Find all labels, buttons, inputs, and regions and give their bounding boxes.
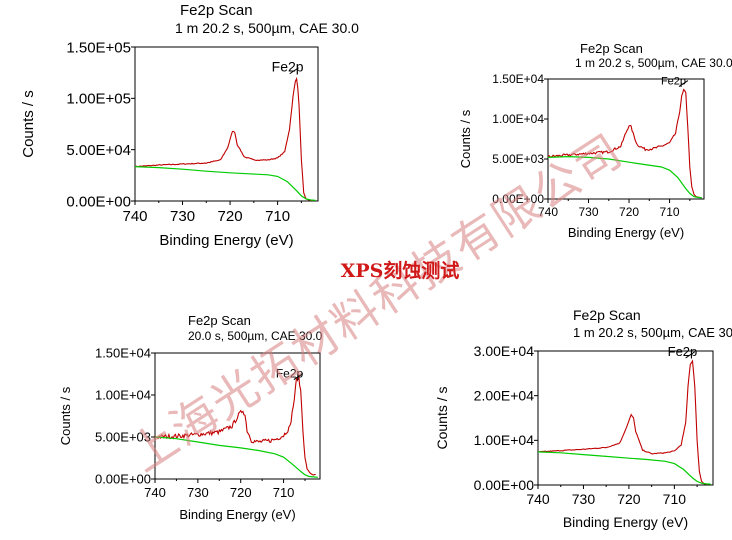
chart1-ytick-label: 1.00E+05: [66, 91, 131, 108]
chart4-xtick-label: 720: [617, 491, 641, 507]
chart3-title: Fe2p Scan: [188, 313, 251, 328]
chart2-xtick-label: 710: [660, 205, 680, 219]
chart1-spectrum-line: [134, 76, 314, 202]
chart1-ytick-label: 1.50E+05: [66, 39, 131, 56]
chart1-xtick-label: 740: [122, 208, 147, 225]
chart3-xlabel: Binding Energy (eV): [179, 507, 295, 522]
chart3-xtick-label: 720: [230, 485, 252, 500]
chart2-xtick-label: 720: [619, 205, 639, 219]
chart4-plot-frame: [537, 350, 714, 486]
chart2-xtick-label: 740: [538, 205, 558, 219]
chart2-ylabel: Counts / s: [458, 109, 473, 168]
chart3-spectrum-line: [154, 374, 316, 476]
chart4-background-line: [537, 451, 711, 485]
chart2-plot-frame: [547, 78, 705, 200]
chart1-plot-frame: [134, 46, 319, 202]
chart1-peak-marker: [289, 67, 299, 75]
chart3-xtick-label: 730: [187, 485, 209, 500]
chart1-xlabel: Binding Energy (eV): [159, 232, 293, 249]
chart3-ytick-label: 1.00E+04: [95, 388, 151, 403]
chart1-subtitle: 1 m 20.2 s, 500µm, CAE 30.0: [175, 20, 359, 36]
chart4-ytick-label: 0.00E+00: [474, 477, 535, 493]
chart1-xtick-label: 710: [265, 208, 290, 225]
chart1-ytick-label: 0.00E+00: [66, 193, 131, 210]
chart4-peak-marker: [685, 351, 695, 359]
chart4-title: Fe2p Scan: [573, 307, 641, 323]
chart3-peak-label: Fe2p: [276, 367, 304, 381]
chart2-ytick-label: 0.00E+00: [492, 192, 544, 206]
chart3-ytick-label: 1.50E+04: [95, 346, 151, 361]
chart3-ylabel: Counts / s: [58, 386, 73, 445]
chart4-ytick-label: 3.00E+04: [474, 343, 535, 359]
chart2-ytick-label: 1.00E+04: [492, 112, 544, 126]
figure-caption: XPS刻蚀测试: [340, 260, 460, 282]
chart3-ytick-label: 0.00E+00: [95, 472, 151, 487]
chart3-xtick-label: 710: [273, 485, 295, 500]
chart2-background-line: [547, 155, 703, 199]
chart3-ytick-label: 5.00E+03: [95, 430, 151, 445]
chart2-subtitle: 1 m 20.2 s, 500µm, CAE 30.0: [575, 56, 732, 70]
chart1-peak-label: Fe2p: [272, 59, 304, 75]
chart2-peak-marker: [678, 80, 689, 88]
chart4-ytick-label: 2.00E+04: [474, 388, 535, 404]
chart4-ylabel: Counts / s: [434, 386, 450, 449]
chart2-xtick-label: 730: [579, 205, 599, 219]
chart4-xtick-label: 730: [572, 491, 596, 507]
chart1-ytick-label: 5.00E+04: [66, 142, 131, 159]
chart2-spectrum-line: [547, 88, 701, 199]
chart1-title: Fe2p Scan: [180, 2, 253, 19]
chart4-xtick-label: 740: [526, 491, 550, 507]
chart4-ytick-label: 1.00E+04: [474, 432, 535, 448]
chart2-peak-label: Fe2p: [661, 76, 686, 88]
chart3-peak-marker: [293, 373, 304, 380]
chart2-ytick-label: 1.50E+04: [492, 72, 544, 86]
chart1-xtick-label: 720: [218, 208, 243, 225]
chart3-background-line: [154, 436, 318, 478]
chart3-subtitle: 20.0 s, 500µm, CAE 30.0: [188, 329, 323, 343]
chart2-ytick-label: 5.00E+03: [492, 152, 544, 166]
chart4-xtick-label: 710: [663, 491, 687, 507]
chart3-plot-frame: [154, 352, 321, 480]
chart3-xtick-label: 740: [144, 485, 166, 500]
chart1-xtick-label: 730: [170, 208, 195, 225]
chart1-ylabel: Counts / s: [20, 90, 37, 158]
chart2-xlabel: Binding Energy (eV): [568, 225, 684, 240]
chart4-subtitle: 1 m 20.2 s, 500µm, CAE 30.0: [573, 325, 732, 340]
chart4-peak-label: Fe2p: [668, 344, 698, 359]
chart4-xlabel: Binding Energy (eV): [563, 514, 688, 530]
chart1-background-line: [134, 166, 316, 201]
chart2-title: Fe2p Scan: [580, 41, 643, 56]
chart4-spectrum-line: [537, 359, 709, 485]
